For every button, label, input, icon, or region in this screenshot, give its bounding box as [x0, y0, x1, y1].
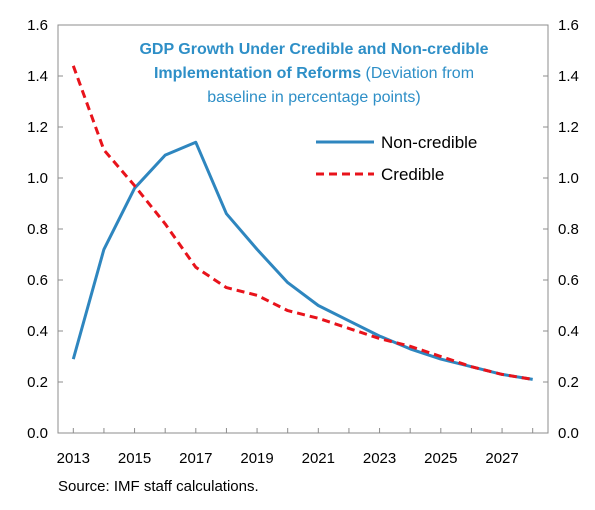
x-tick-label: 2015 [118, 450, 151, 467]
source-note: Source: IMF staff calculations. [58, 478, 259, 495]
y-tick-label-right: 1.6 [558, 17, 579, 34]
y-tick-label-right: 0.8 [558, 221, 579, 238]
series-line-non-credible [71, 140, 533, 381]
x-tick-label: 2027 [485, 450, 518, 467]
y-tick-label-left: 0.6 [27, 272, 48, 289]
y-tick-label-right: 0.0 [558, 425, 579, 442]
chart-title-line-2: Implementation of Reforms (Deviation fro… [154, 65, 474, 82]
x-tick-label: 2017 [179, 450, 212, 467]
y-tick-label-left: 1.0 [27, 170, 48, 187]
y-tick-label-right: 0.4 [558, 323, 579, 340]
x-tick-label: 2013 [57, 450, 90, 467]
y-tick-label-right: 1.4 [558, 68, 579, 85]
y-tick-label-left: 1.2 [27, 119, 48, 136]
y-tick-label-left: 0.4 [27, 323, 48, 340]
y-tick-label-left: 1.4 [27, 68, 48, 85]
chart-title-line-1: GDP Growth Under Credible and Non-credib… [139, 41, 488, 58]
y-tick-label-left: 0.2 [27, 374, 48, 391]
y-tick-label-left: 0.0 [27, 425, 48, 442]
y-tick-label-right: 0.6 [558, 272, 579, 289]
legend-label-credible: Credible [381, 165, 444, 184]
plot-frame [57, 24, 549, 434]
x-tick-label: 2021 [302, 450, 335, 467]
x-tick-label: 2019 [240, 450, 273, 467]
y-tick-label-left: 0.8 [27, 221, 48, 238]
x-tick-label: 2023 [363, 450, 396, 467]
chart-title-line-3: baseline in percentage points) [207, 89, 420, 106]
y-tick-label-right: 1.0 [558, 170, 579, 187]
legend-label-non-credible: Non-credible [381, 133, 477, 152]
y-tick-label-left: 1.6 [27, 17, 48, 34]
y-tick-label-right: 0.2 [558, 374, 579, 391]
y-tick-label-right: 1.2 [558, 119, 579, 136]
series-line-credible [71, 65, 533, 381]
x-tick-label: 2025 [424, 450, 457, 467]
